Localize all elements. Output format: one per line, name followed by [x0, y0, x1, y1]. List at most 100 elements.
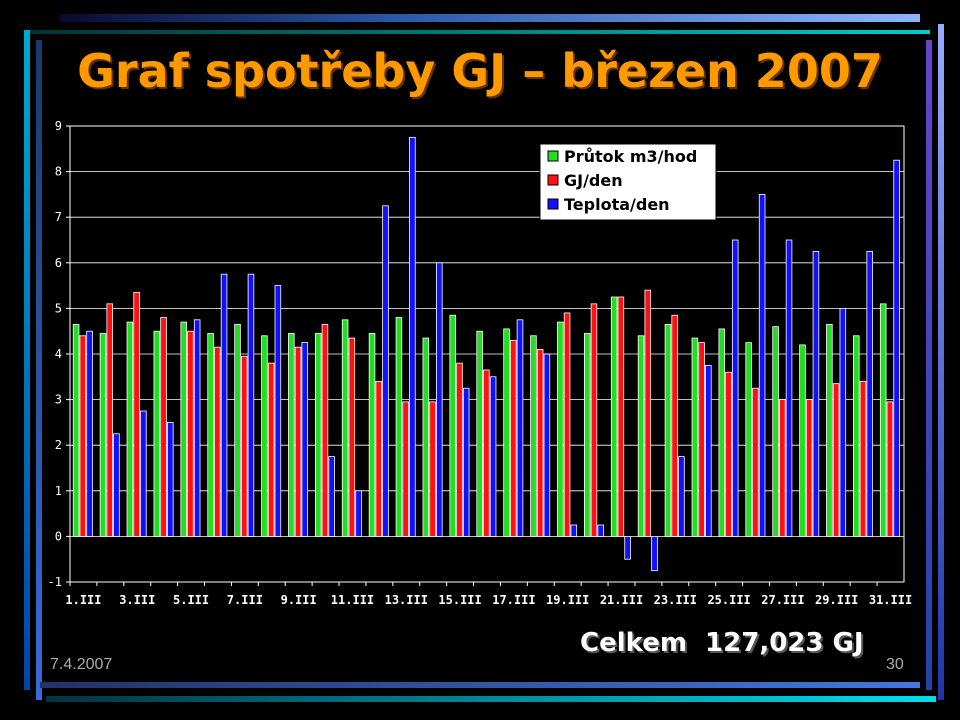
bar-teplota [543, 353, 551, 537]
bar-teplota [436, 262, 443, 537]
bar-prutok [261, 335, 268, 537]
bar-prutok [799, 344, 806, 537]
bar-teplota [355, 490, 362, 537]
x-tick-label: 25.III [707, 593, 750, 607]
bar-prutok [879, 303, 887, 537]
x-tick-label: 27.III [761, 593, 804, 607]
x-tick-label: 29.III [815, 593, 858, 607]
frame-bar-left [24, 30, 30, 690]
bar-prutok [476, 330, 483, 537]
bar-teplota [678, 456, 685, 537]
bar-teplota [839, 307, 847, 537]
frame-bar-top [60, 14, 920, 22]
bar-prutok [664, 323, 672, 537]
bar-prutok [180, 321, 187, 537]
y-tick-label: 1 [55, 484, 62, 498]
bar-teplota [597, 524, 604, 537]
bar-teplota [409, 136, 416, 537]
bar-gj [510, 339, 517, 537]
bar-gj [267, 362, 275, 537]
bar-gj [79, 335, 87, 537]
bar-prutok [449, 314, 456, 537]
bar-teplota [893, 159, 900, 537]
bar-teplota [866, 250, 873, 537]
bar-prutok [422, 337, 430, 537]
bar-gj [160, 317, 167, 537]
bar-chart: -1 0 1 2 3 4 5 6 7 8 9 1.III 3.III 5.III 7.III 9.III 11.… [44, 112, 924, 620]
page-number: 30 [886, 656, 904, 673]
bar-gj [698, 342, 705, 537]
y-tick-label: 5 [55, 301, 62, 315]
bar-gj [563, 312, 571, 537]
bar-prutok [288, 333, 295, 537]
bar-gj [214, 346, 221, 537]
bar-teplota [328, 456, 335, 537]
bar-teplota [382, 205, 389, 537]
bar-teplota [166, 421, 174, 537]
bar-gj [536, 349, 544, 537]
y-tick-label: 7 [55, 210, 62, 224]
y-tick-label: 3 [55, 393, 62, 407]
bar-teplota [489, 376, 497, 537]
legend-swatch [547, 174, 559, 186]
bar-prutok [826, 323, 833, 537]
total-consumption: Celkem 127,023 GJ [580, 628, 864, 658]
x-tick-label: 5.III [173, 593, 209, 607]
bar-teplota [705, 364, 712, 537]
y-tick-label: 6 [55, 256, 62, 270]
bar-gj [671, 314, 678, 537]
legend-swatch [547, 198, 559, 210]
bar-teplota [86, 330, 93, 537]
bar-prutok [637, 335, 645, 537]
x-tick-label: 3.III [119, 593, 155, 607]
slide-title: Graf spotřeby GJ – březen 2007 [77, 44, 883, 98]
bar-gj [375, 380, 383, 537]
x-tick-label: 19.III [546, 593, 589, 607]
bar-teplota [570, 524, 578, 537]
bar-gj [779, 399, 786, 537]
bar-gj [590, 303, 598, 537]
bar-gj [240, 355, 248, 537]
bar-prutok [368, 333, 376, 537]
bar-prutok [395, 317, 403, 537]
bar-prutok [153, 330, 161, 537]
frame-bar-left-inner [36, 40, 42, 700]
y-tick-label: 9 [55, 119, 62, 133]
bar-teplota [140, 410, 147, 537]
bar-teplota [113, 433, 120, 537]
x-tick-label: 7.III [227, 593, 263, 607]
bar-teplota [651, 535, 658, 571]
bar-gj [805, 399, 813, 537]
x-tick-label: 1.III [65, 593, 101, 607]
bar-prutok [234, 323, 241, 537]
x-tick-label: 13.III [385, 593, 428, 607]
frame-bar-bottom-outer [46, 696, 936, 702]
bar-gj [617, 296, 625, 537]
bar-gj [832, 383, 840, 537]
x-tick-label: 23.III [654, 593, 697, 607]
bar-gj [402, 401, 409, 537]
bar-teplota [462, 387, 470, 537]
bar-prutok [745, 342, 752, 537]
bar-teplota [301, 342, 309, 537]
y-tick-label: -1 [48, 575, 62, 589]
bar-prutok [530, 335, 537, 537]
bar-gj [106, 303, 113, 537]
footer-date: 7.4.2007 [50, 656, 113, 673]
bar-prutok [314, 333, 322, 537]
bar-prutok [691, 337, 699, 537]
legend-label: Průtok m3/hod [564, 147, 697, 166]
legend-label: GJ/den [564, 171, 623, 190]
chart-svg: -1 0 1 2 3 4 5 6 7 8 9 1.III 3.III 5.III 7.III 9.III 11.… [48, 119, 913, 607]
bar-prutok [557, 321, 564, 537]
bar-gj [483, 369, 490, 537]
bar-teplota [516, 319, 524, 537]
x-tick-label: 31.III [869, 593, 912, 607]
bar-gj [133, 292, 140, 537]
bar-prutok [72, 323, 80, 537]
bar-prutok [207, 333, 214, 537]
bar-gj [187, 330, 194, 537]
x-tick-label: 17.III [492, 593, 535, 607]
legend-box [539, 143, 717, 221]
bar-prutok [718, 328, 726, 537]
